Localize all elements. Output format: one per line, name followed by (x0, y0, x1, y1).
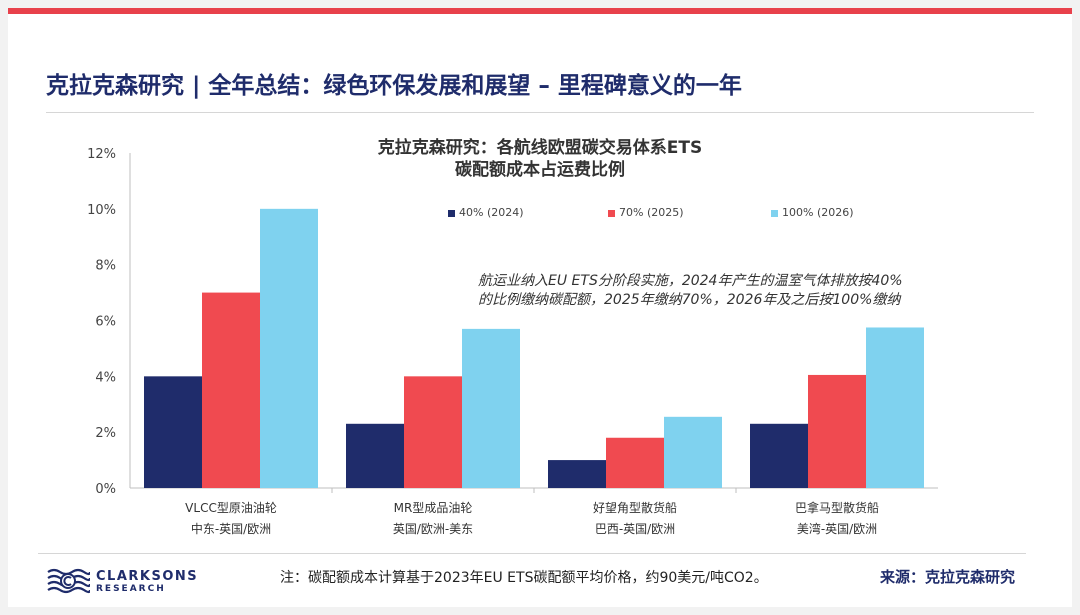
legend-item-100: 100% (2026) (771, 206, 854, 219)
bar-2-series-2 (404, 376, 462, 488)
bar-4-series-3 (866, 327, 924, 488)
logo-text-research: RESEARCH (96, 584, 166, 594)
y-tick-label: 0% (95, 482, 116, 497)
bar-2-series-1 (346, 423, 404, 488)
page-title: 克拉克森研究 | 全年总结：绿色环保发展和展望 – 里程碑意义的一年 (46, 73, 742, 99)
chart-title-line-1: 克拉克森研究：各航线欧盟碳交易体系ETS (377, 138, 703, 158)
bar-3-series-3 (664, 416, 722, 488)
y-tick-label: 10% (87, 203, 116, 218)
bar-4-series-1 (750, 423, 808, 488)
legend-swatch-70 (608, 209, 615, 217)
bar-1-series-2 (202, 292, 260, 488)
legend-item-40: 40% (2024) (448, 206, 524, 219)
x-category-label: 好望角型散货船 (593, 500, 677, 515)
legend-item-70: 70% (2025) (608, 206, 684, 219)
legend-label-100: 100% (2026) (782, 206, 854, 219)
bar-4-series-2 (808, 374, 866, 488)
bar-1-series-3 (260, 208, 318, 489)
legend-label-40: 40% (2024) (459, 206, 524, 219)
clarksons-logo: CLARKSONS RESEARCH (46, 566, 197, 600)
y-tick-label: 2% (95, 426, 116, 441)
logo-text-clarksons: CLARKSONS (96, 569, 199, 584)
wave-logo-icon (46, 566, 92, 596)
y-tick-label: 4% (95, 370, 116, 385)
annotation-line-1: 航运业纳入EU ETS分阶段实施，2024年产生的温室气体排放按40% (478, 273, 903, 289)
bar-3-series-2 (606, 437, 664, 488)
legend-swatch-100 (771, 209, 778, 217)
y-tick-label: 12% (87, 147, 116, 162)
y-tick-label: 8% (95, 259, 116, 274)
chart-title-line-2: 碳配额成本占运费比例 (455, 160, 625, 180)
x-category-label: 中东-英国/欧洲 (191, 521, 271, 536)
x-category-label: 巴西-英国/欧洲 (595, 522, 675, 536)
top-accent-bar (8, 8, 1072, 14)
slide: 克拉克森研究 | 全年总结：绿色环保发展和展望 – 里程碑意义的一年 (8, 8, 1072, 607)
x-category-label: MR型成品油轮 (394, 501, 473, 515)
x-category-label: 美湾-英国/欧洲 (797, 521, 877, 536)
x-category-label: VLCC型原油油轮 (185, 501, 277, 515)
bar-1-series-1 (144, 376, 202, 488)
footnote: 注：碳配额成本计算基于2023年EU ETS碳配额平均价格，约90美元/吨CO2… (280, 570, 768, 586)
source-label: 来源：克拉克森研究 (880, 568, 1016, 586)
chart-annotation: 航运业纳入EU ETS分阶段实施，2024年产生的温室气体排放按40% 的比例缴… (478, 272, 903, 310)
title-divider (46, 112, 1034, 113)
x-category-label: 巴拿马型散货船 (795, 500, 879, 515)
x-category-label: 英国/欧洲-美东 (393, 522, 473, 536)
legend-label-70: 70% (2025) (619, 206, 684, 219)
bar-2-series-3 (462, 328, 520, 488)
annotation-line-2: 的比例缴纳碳配额，2025年缴纳70%，2026年及之后按100%缴纳 (478, 292, 901, 308)
y-tick-label: 6% (95, 315, 116, 330)
bar-3-series-1 (548, 460, 606, 488)
legend-swatch-40 (448, 209, 455, 217)
footer-divider (38, 553, 1026, 554)
